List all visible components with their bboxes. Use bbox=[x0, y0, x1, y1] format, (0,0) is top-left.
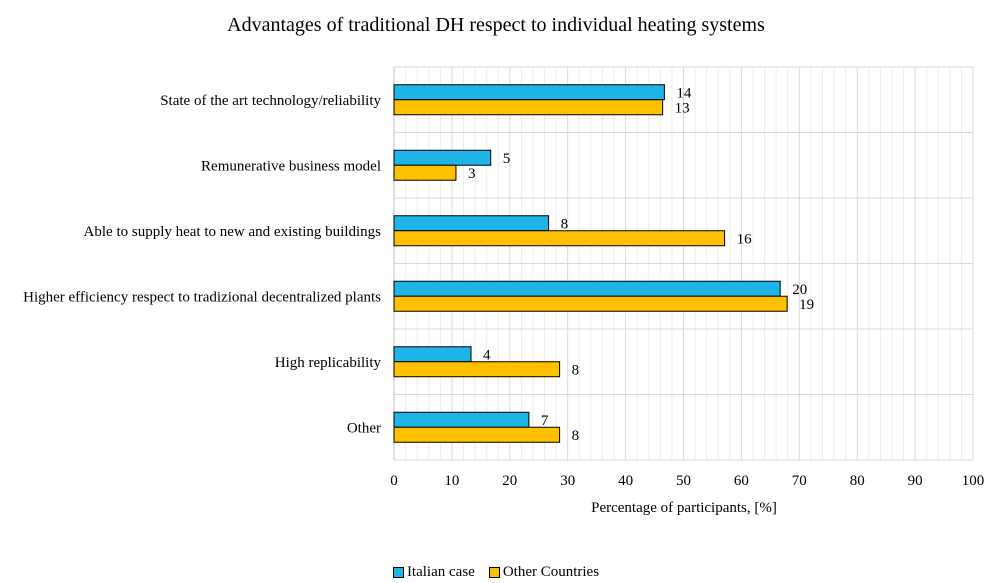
x-tick-label: 10 bbox=[444, 473, 459, 489]
gridlines bbox=[393, 66, 974, 461]
bar-italian-case bbox=[393, 215, 550, 232]
x-tick-label: 50 bbox=[676, 473, 691, 489]
bar-other-countries bbox=[393, 230, 726, 247]
bars bbox=[393, 84, 788, 443]
category-label: State of the art technology/reliability bbox=[160, 93, 381, 109]
legend: Italian case Other Countries bbox=[0, 564, 992, 581]
x-tick-label: 30 bbox=[560, 473, 575, 489]
category-label: Remunerative business model bbox=[201, 158, 381, 174]
bar-italian-case bbox=[393, 411, 530, 428]
x-tick-label: 90 bbox=[908, 473, 923, 489]
labels: 0 10 20 30 40 50 60 70 80 90 100 State of the art t… bbox=[23, 85, 984, 489]
data-label: 8 bbox=[572, 362, 580, 378]
data-label: 8 bbox=[572, 428, 580, 444]
bar-other-countries bbox=[393, 99, 664, 116]
bar-italian-case bbox=[393, 149, 492, 166]
bar-italian-case bbox=[393, 84, 665, 101]
category-label: Other bbox=[347, 420, 381, 436]
bar-other-countries bbox=[393, 295, 788, 312]
data-label: 3 bbox=[468, 166, 476, 182]
data-label: 4 bbox=[483, 347, 491, 363]
data-label: 8 bbox=[561, 216, 569, 232]
data-label: 5 bbox=[503, 151, 511, 167]
legend-swatch-other-countries bbox=[488, 567, 500, 578]
data-label: 13 bbox=[675, 100, 690, 116]
legend-swatch-italian bbox=[392, 567, 404, 578]
bar-other-countries bbox=[393, 164, 457, 181]
x-tick-label: 70 bbox=[792, 473, 807, 489]
category-label: Higher efficiency respect to tradizional… bbox=[23, 289, 381, 305]
data-label: 20 bbox=[792, 282, 807, 298]
bar-other-countries bbox=[393, 361, 561, 378]
x-tick-label: 100 bbox=[962, 473, 985, 489]
category-label: High replicability bbox=[275, 355, 382, 371]
legend-label-other-countries: Other Countries bbox=[502, 564, 600, 580]
data-label: 7 bbox=[541, 413, 549, 429]
x-tick-label: 60 bbox=[734, 473, 749, 489]
data-label: 16 bbox=[737, 231, 753, 247]
x-tick-label: 40 bbox=[618, 473, 633, 489]
chart-title: Advantages of traditional DH respect to … bbox=[227, 14, 765, 36]
legend-label-italian: Italian case bbox=[406, 564, 475, 580]
legend-item-other-countries: Other Countries bbox=[488, 564, 600, 581]
bar-italian-case bbox=[393, 280, 781, 297]
bar-other-countries bbox=[393, 426, 561, 443]
x-tick-label: 0 bbox=[390, 473, 398, 489]
legend-item-italian: Italian case bbox=[392, 564, 475, 581]
x-axis-title: Percentage of participants, [%] bbox=[591, 500, 777, 516]
x-tick-label: 80 bbox=[850, 473, 865, 489]
category-label: Able to supply heat to new and existing … bbox=[84, 224, 382, 240]
bar-italian-case bbox=[393, 346, 472, 363]
data-label: 19 bbox=[799, 297, 814, 313]
data-label: 14 bbox=[676, 85, 692, 101]
x-tick-label: 20 bbox=[502, 473, 517, 489]
